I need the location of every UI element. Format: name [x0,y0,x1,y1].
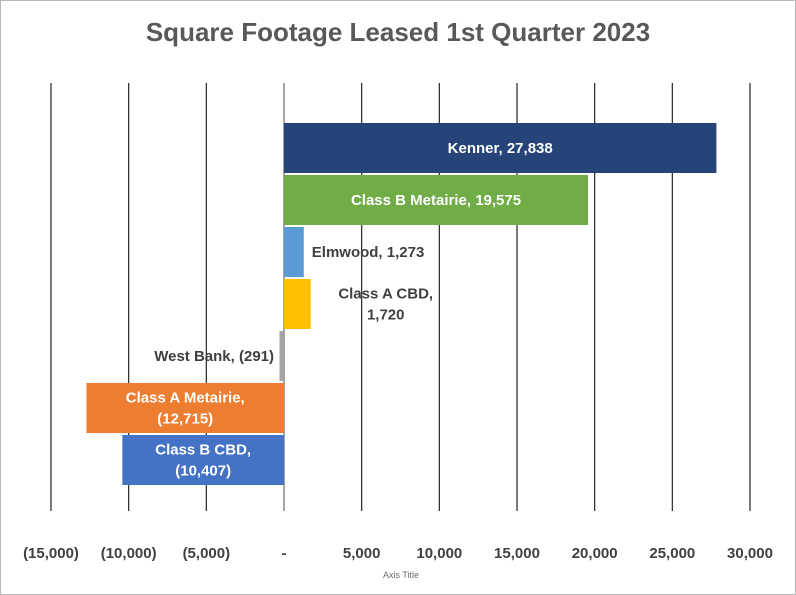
bar-class-a-metairie [86,383,284,433]
data-label: Elmwood, 1,273 [312,244,425,261]
bar-west-bank [279,331,284,381]
data-label: Class B CBD, (10,407) [155,442,251,480]
data-label: Kenner, 27,838 [448,140,553,157]
x-tick-label: (15,000) [23,545,79,562]
x-tick-label: 25,000 [649,545,695,562]
bar-class-a-cbd [284,279,311,329]
x-tick-label: (5,000) [183,545,231,562]
x-tick-label: 5,000 [343,545,381,562]
x-axis-title: Axis Title [383,570,419,580]
bar-elmwood [284,227,304,277]
chart-title: Square Footage Leased 1st Quarter 2023 [146,17,650,47]
data-labels: Kenner, 27,838 Class B Metairie, 19,575 El… [126,140,553,480]
bars [86,123,717,485]
bar-kenner [284,123,717,173]
x-tick-label: 20,000 [572,545,618,562]
data-label: Class B Metairie, 19,575 [351,192,521,209]
data-label: Class A CBD, 1,720 [338,286,433,324]
bar-class-b-cbd [122,435,284,485]
x-tick-label: - [282,545,287,562]
data-label: West Bank, (291) [154,348,274,365]
x-tick-label: 30,000 [727,545,773,562]
data-label: Class A Metairie, (12,715) [126,390,245,428]
x-tick-label: (10,000) [101,545,157,562]
x-axis-tick-labels: (15,000) (10,000) (5,000) - 5,000 10,000 15,00… [23,545,773,562]
x-tick-label: 10,000 [416,545,462,562]
x-tick-label: 15,000 [494,545,540,562]
bar-class-b-metairie [284,175,589,225]
